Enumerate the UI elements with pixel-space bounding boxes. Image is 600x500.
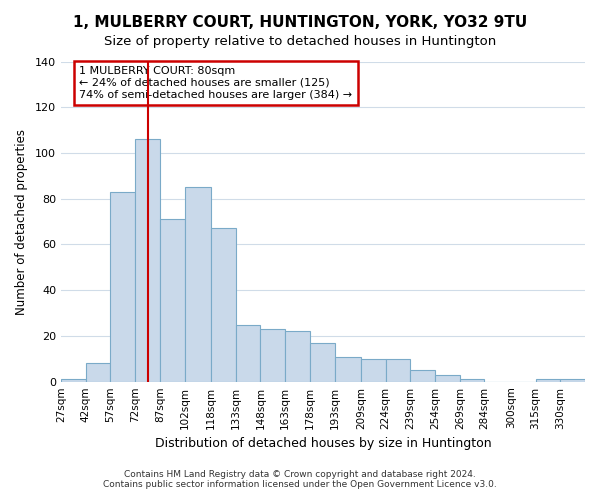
Bar bbox=[435, 375, 460, 382]
Bar bbox=[386, 359, 410, 382]
Bar bbox=[285, 332, 310, 382]
Bar bbox=[185, 188, 211, 382]
Y-axis label: Number of detached properties: Number of detached properties bbox=[15, 128, 28, 314]
Bar bbox=[236, 324, 260, 382]
Bar bbox=[335, 356, 361, 382]
Bar bbox=[86, 364, 110, 382]
Text: 1, MULBERRY COURT, HUNTINGTON, YORK, YO32 9TU: 1, MULBERRY COURT, HUNTINGTON, YORK, YO3… bbox=[73, 15, 527, 30]
Bar bbox=[135, 140, 160, 382]
Bar bbox=[61, 380, 86, 382]
Bar bbox=[211, 228, 236, 382]
Text: Size of property relative to detached houses in Huntington: Size of property relative to detached ho… bbox=[104, 35, 496, 48]
Bar bbox=[560, 380, 585, 382]
Bar bbox=[460, 380, 484, 382]
Bar bbox=[361, 359, 386, 382]
Bar bbox=[310, 343, 335, 382]
Bar bbox=[160, 220, 185, 382]
Bar bbox=[410, 370, 435, 382]
Bar bbox=[260, 329, 285, 382]
Bar bbox=[536, 380, 560, 382]
X-axis label: Distribution of detached houses by size in Huntington: Distribution of detached houses by size … bbox=[155, 437, 491, 450]
Text: 1 MULBERRY COURT: 80sqm
← 24% of detached houses are smaller (125)
74% of semi-d: 1 MULBERRY COURT: 80sqm ← 24% of detache… bbox=[79, 66, 352, 100]
Text: Contains HM Land Registry data © Crown copyright and database right 2024.
Contai: Contains HM Land Registry data © Crown c… bbox=[103, 470, 497, 489]
Bar bbox=[110, 192, 135, 382]
